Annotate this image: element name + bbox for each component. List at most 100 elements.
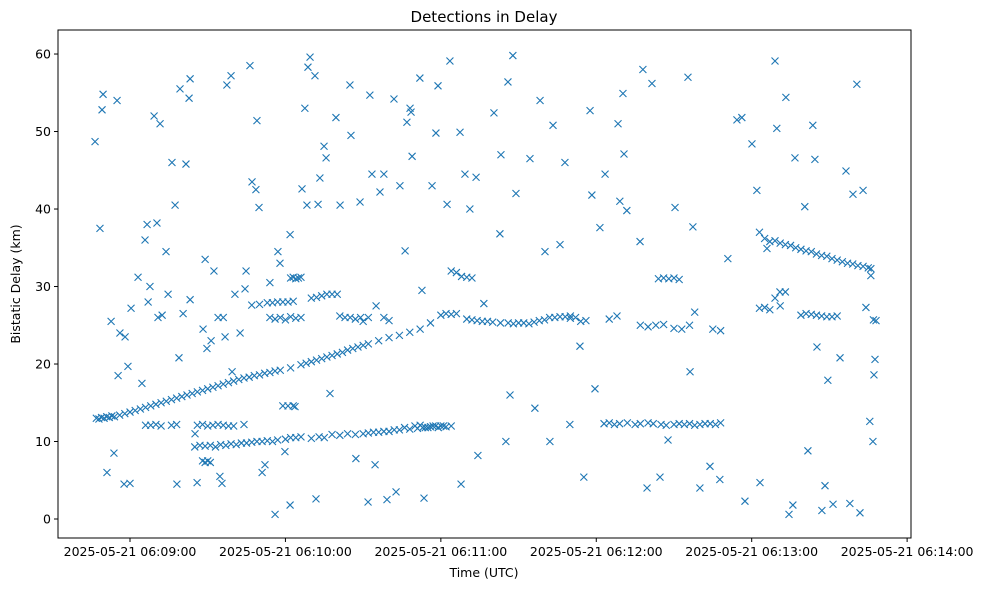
data-point (807, 247, 816, 256)
data-point (804, 446, 812, 455)
data-point (848, 260, 857, 268)
data-point (266, 278, 274, 287)
data-point (286, 364, 295, 372)
data-point (776, 288, 784, 296)
data-point (306, 53, 314, 62)
data-point (152, 420, 160, 429)
data-point (219, 380, 228, 389)
data-point (317, 291, 326, 300)
data-point (207, 336, 215, 345)
data-point (157, 398, 165, 407)
data-point (311, 71, 319, 80)
data-point (416, 325, 425, 334)
data-point (255, 370, 264, 379)
data-point (157, 422, 165, 430)
data-point (619, 89, 627, 98)
data-point (351, 315, 360, 323)
data-point (512, 189, 520, 198)
data-point (716, 326, 725, 335)
data-point (268, 437, 277, 446)
data-point (446, 57, 454, 65)
data-point (359, 317, 368, 326)
x-tick-label: 2025-05-21 06:10:00 (219, 544, 352, 559)
data-point (346, 81, 354, 89)
data-point (833, 312, 842, 320)
data-point (457, 480, 465, 489)
data-point (364, 313, 373, 322)
data-point (188, 389, 197, 398)
data-point (354, 343, 362, 351)
data-point (385, 427, 393, 436)
data-point (390, 95, 398, 103)
data-point (649, 419, 658, 428)
data-point (286, 230, 294, 239)
data-point (141, 236, 149, 244)
data-point (643, 484, 651, 492)
data-point (172, 394, 181, 403)
data-point (312, 356, 321, 365)
data-point (808, 121, 817, 130)
data-point (620, 150, 628, 158)
data-point (788, 501, 797, 509)
data-point (171, 201, 179, 210)
data-point (822, 252, 831, 261)
data-point (229, 377, 238, 385)
data-point (791, 153, 799, 162)
data-point (352, 454, 360, 463)
data-point (711, 420, 720, 429)
data-point (659, 320, 668, 329)
data-point (556, 240, 564, 249)
data-point (304, 63, 312, 72)
data-point (232, 440, 241, 449)
data-point (506, 391, 514, 399)
data-point (146, 401, 155, 410)
data-point (677, 325, 686, 334)
data-point (199, 325, 207, 334)
data-point (737, 113, 746, 122)
data-point (504, 78, 512, 86)
data-point (343, 346, 352, 354)
data-point (540, 315, 549, 324)
data-point (365, 91, 374, 99)
data-point (328, 430, 336, 439)
data-point (443, 200, 451, 209)
data-point (429, 422, 437, 430)
data-point (488, 318, 497, 327)
data-point (866, 271, 875, 280)
data-point (312, 494, 320, 503)
y-tick-label: 10 (35, 434, 51, 449)
data-point (864, 264, 873, 272)
data-point (229, 422, 238, 430)
data-point (291, 274, 300, 283)
data-point (242, 267, 250, 275)
data-point (198, 420, 207, 429)
data-point (206, 458, 215, 467)
data-point (351, 430, 360, 439)
plot-frame (57, 29, 912, 539)
data-point (364, 498, 372, 506)
data-point (623, 419, 632, 427)
data-point (206, 441, 215, 450)
data-point (395, 426, 404, 434)
data-point (186, 74, 194, 83)
x-tick-label: 2025-05-21 06:09:00 (64, 544, 197, 559)
data-point (383, 495, 391, 504)
data-point (400, 423, 409, 432)
data-point (748, 140, 756, 148)
x-tick-label: 2025-05-21 06:11:00 (374, 544, 507, 559)
data-point (869, 315, 878, 324)
data-point (114, 371, 122, 380)
data-point (662, 421, 671, 430)
data-point (785, 510, 793, 519)
x-axis-label: Time (UTC) (448, 565, 518, 580)
data-point (865, 417, 874, 426)
data-point (224, 378, 233, 387)
data-point (596, 223, 604, 232)
data-point (297, 360, 305, 369)
data-point (176, 85, 184, 93)
data-point (708, 325, 717, 334)
data-point (401, 246, 409, 255)
data-point (644, 322, 652, 331)
data-point (162, 397, 171, 406)
data-point (320, 142, 328, 151)
